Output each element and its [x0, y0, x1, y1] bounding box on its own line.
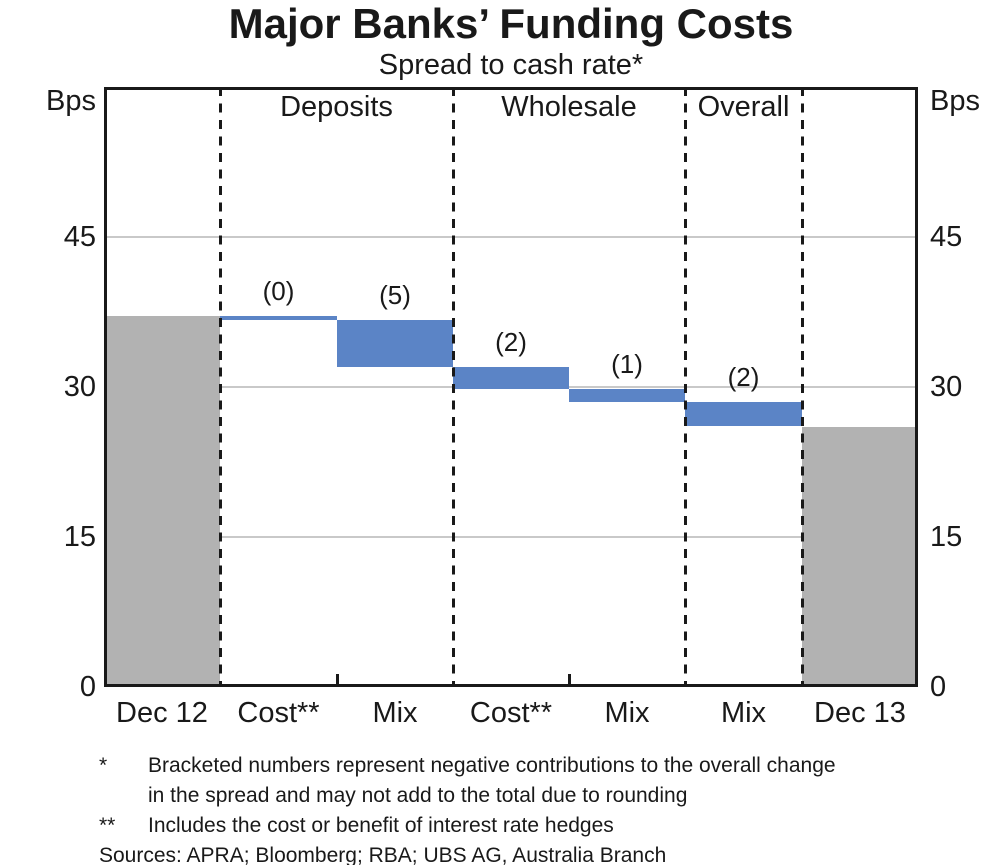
x-label-mix-4: Mix	[604, 697, 650, 729]
plot-area: (0) (5) (2) (1) (2) Deposits Wholesale Overall	[104, 87, 918, 687]
section-label-deposits: Deposits	[280, 91, 393, 123]
x-label-cost-1: Cost**	[237, 697, 320, 729]
y-tick-label-right-15: 15	[930, 521, 963, 553]
x-label-mix-2: Mix	[372, 697, 418, 729]
x-axis-tick	[568, 674, 571, 687]
x-label-mix-5: Mix	[720, 697, 767, 729]
y-axis-unit-left: Bps	[46, 85, 96, 117]
x-label-dec-13-6: Dec 13	[814, 697, 906, 729]
y-tick-label-right-45: 45	[930, 221, 963, 253]
y-axis-unit-right: Bps	[930, 85, 980, 117]
section-label-overall: Overall	[697, 91, 790, 123]
footnote-text: Includes the cost or benefit of interest…	[148, 814, 614, 837]
footnotes: * Bracketed numbers represent negative co…	[99, 751, 983, 865]
y-tick-label-left-45: 45	[63, 221, 96, 253]
y-tick-label-left-0: 0	[79, 671, 96, 703]
bar-mix-4	[569, 389, 685, 402]
section-separator-line	[452, 87, 455, 687]
gridline-15	[104, 536, 918, 538]
gridline-45	[104, 236, 918, 238]
bar-cost-3	[453, 367, 569, 389]
section-label-wholesale: Wholesale	[501, 91, 637, 123]
bar-annotation-5: (2)	[727, 362, 760, 392]
section-separator-line	[219, 87, 222, 687]
footnote-text: Bracketed numbers represent negative con…	[148, 754, 836, 807]
y-tick-label-left-30: 30	[63, 371, 96, 403]
x-axis-tick	[336, 674, 339, 687]
bar-mix-5	[685, 402, 802, 426]
y-tick-label-right-0: 0	[930, 671, 947, 703]
bar-dec-13-6	[802, 427, 918, 687]
footnote-1: * Bracketed numbers represent negative co…	[99, 751, 983, 811]
y-tick-label-right-30: 30	[930, 371, 963, 403]
bar-annotation-3: (2)	[495, 327, 527, 357]
bar-annotation-2: (5)	[379, 280, 411, 310]
chart-subtitle: Spread to cash rate*	[378, 49, 644, 81]
bar-annotation-4: (1)	[611, 349, 643, 379]
footnote-marker: *	[99, 754, 108, 777]
x-label-cost-3: Cost**	[469, 697, 553, 729]
section-separator-line	[801, 87, 804, 687]
section-separator-line	[684, 87, 687, 687]
y-tick-label-left-15: 15	[63, 521, 96, 553]
chart-title: Major Banks’ Funding Costs	[228, 0, 794, 47]
footnote-2: ** Includes the cost or benefit of intere…	[99, 811, 983, 841]
footnote-marker: **	[99, 814, 116, 837]
x-label-dec-12-0: Dec 12	[116, 697, 208, 729]
bar-mix-2	[337, 320, 453, 367]
bar-dec-12-0	[104, 316, 220, 687]
bar-cost-1	[220, 316, 337, 320]
bar-annotation-1: (0)	[262, 276, 295, 306]
sources-line: Sources: APRA; Bloomberg; RBA; UBS AG, A…	[99, 844, 667, 865]
